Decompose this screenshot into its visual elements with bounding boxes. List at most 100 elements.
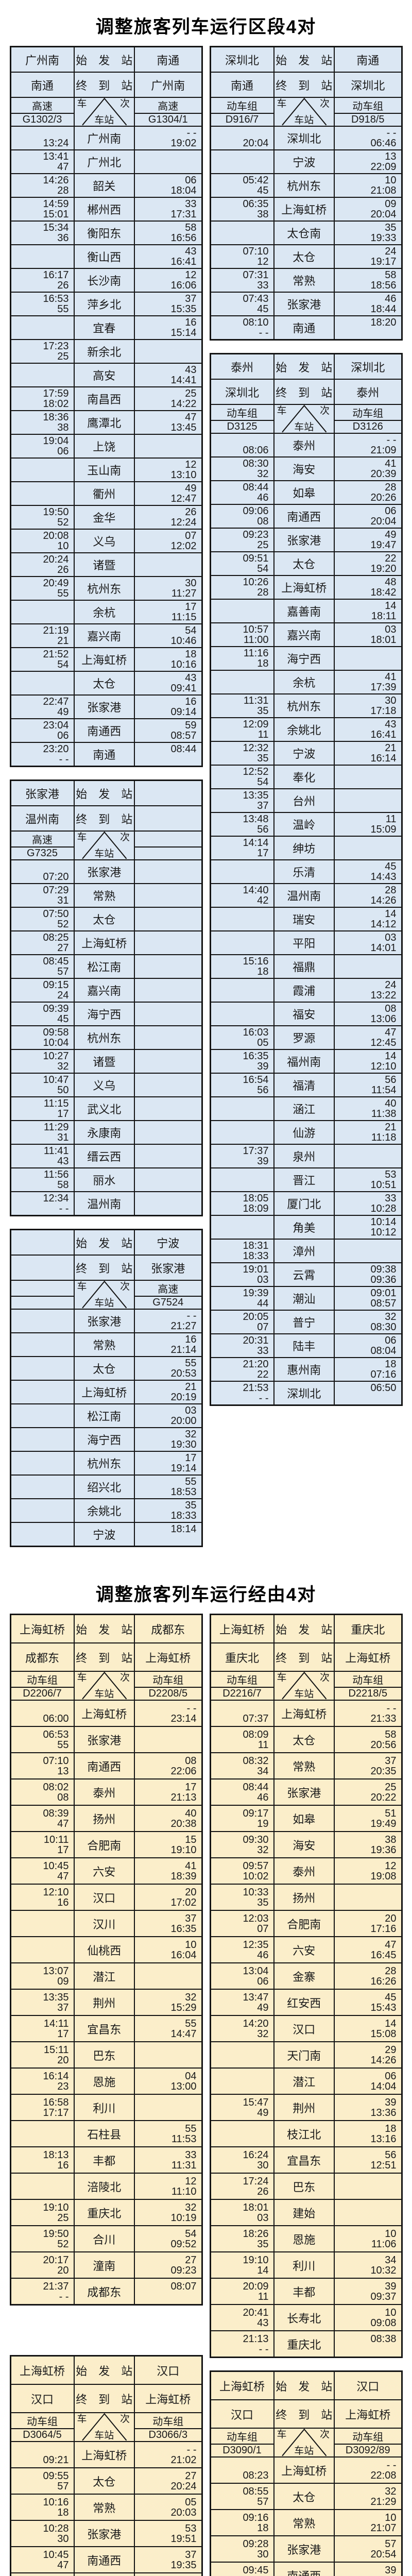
train-char-label: 车 xyxy=(77,832,87,843)
number-char-label: 次 xyxy=(120,1672,130,1683)
time-cell-right: 41 20:39 xyxy=(334,456,402,481)
time-cell-left: 10:57 11:00 xyxy=(210,622,274,647)
diagonal-lines-icon xyxy=(274,1672,334,1700)
station-row: 08:06 泰州 - -21:09 xyxy=(210,433,402,457)
time-cell-right: 28 20:26 xyxy=(334,480,402,505)
terminus-row: 温州南终 到 站 xyxy=(10,805,202,832)
time-cell-right: 58 16:56 xyxy=(134,221,202,245)
station-row: 12:32 35 宁波 21 16:14 xyxy=(210,741,402,766)
train-number-left: D3125 xyxy=(210,420,274,434)
origin-row: 广州南始 发 站南通 xyxy=(10,46,202,73)
time-cell-right: 10 21:07 xyxy=(334,2509,402,2536)
train-type-left: 动车组 xyxy=(210,1671,274,1688)
train-type-left: 高速 xyxy=(10,97,75,114)
station-name: 宁波 xyxy=(73,1522,135,1547)
terminus-right-station: 泰州 xyxy=(334,379,402,405)
station-row: 07:31 33 常熟 58 18:56 xyxy=(210,268,402,293)
station-row: 08:44 46 张家港 25 20:22 xyxy=(210,1778,402,1806)
station-name: 绅坊 xyxy=(273,836,335,860)
time-cell-left xyxy=(10,363,75,387)
time-cell-left: 20:49 55 xyxy=(10,576,75,601)
train-number-row: D3064/5 D3066/3 xyxy=(10,2428,202,2442)
train-number-left: D916/7 xyxy=(210,113,274,127)
station-name: 涵江 xyxy=(273,1096,335,1121)
number-char-label: 次 xyxy=(120,98,130,109)
time-cell-left: 18:31 18:33 xyxy=(210,1239,274,1263)
time-cell-right xyxy=(334,2173,402,2200)
station-name: 如皋 xyxy=(273,1805,335,1832)
station-name: 荆州 xyxy=(273,2094,335,2121)
timetable-grid-G7325: 张家港始 发 站 温州南终 到 站 高速车次车站 G7325 07:20 张家港 … xyxy=(9,779,203,1216)
time-cell-left xyxy=(210,2041,274,2069)
time-cell-right: 14 14:12 xyxy=(334,907,402,931)
time-cell-left xyxy=(210,221,274,245)
station-row: 衢州 49 12:47 xyxy=(10,481,202,506)
origin-right-station: 深圳北 xyxy=(334,353,402,380)
origin-left-station: 深圳北 xyxy=(210,46,274,73)
train-char-label: 车 xyxy=(77,1672,87,1683)
station-name: 衡阳东 xyxy=(73,221,135,245)
station-name: 余姚北 xyxy=(73,1498,135,1523)
station-name: 泉州 xyxy=(273,1144,335,1168)
station-name: 松江南 xyxy=(73,1403,135,1428)
station-name: 郴州西 xyxy=(73,197,135,222)
station-row: 余姚北 35 18:33 xyxy=(10,1498,202,1523)
station-row: 07:29 31 常熟 xyxy=(10,883,202,908)
time-cell-left: 07:10 13 xyxy=(10,1752,75,1780)
train-number-left: G7325 xyxy=(10,846,75,860)
time-cell-left: 13:35 37 xyxy=(210,788,274,813)
station-name: 合肥南 xyxy=(73,1831,135,1858)
time-cell-left: 18:05 18:09 xyxy=(210,1191,274,1216)
station-row: 嘉善南 14 18:11 xyxy=(210,599,402,623)
time-cell-left: 08:25 27 xyxy=(10,930,75,955)
time-cell-left: 09:28 30 xyxy=(210,2535,274,2563)
time-cell-left: 20:31 33 xyxy=(210,1333,274,1358)
train-number-right: D3092/89 xyxy=(334,2444,402,2458)
origin-label: 始 发 站 xyxy=(273,2370,335,2400)
station-row: 仙桃西 10 16:04 xyxy=(10,1936,202,1963)
time-cell-right: 33 10:28 xyxy=(334,1191,402,1216)
terminus-left-station: 成都东 xyxy=(10,1642,75,1672)
station-label: 车站 xyxy=(94,1298,114,1309)
station-row: 12:34- - 温州南 xyxy=(10,1191,202,1216)
train-number-row: D3125 D3126 xyxy=(210,420,402,434)
station-row: 15:16 18 福鼎 xyxy=(210,954,402,979)
time-cell-right: 09 20:04 xyxy=(334,197,402,222)
station-name: 广州南 xyxy=(73,126,135,150)
train-no-station-diagonal-cell: 车 次车站 xyxy=(273,404,335,434)
section2-tables: 上海虹桥始 发 站成都东 成都东终 到 站上海虹桥 动车组车次车站 动车组 D2206/… xyxy=(0,1614,412,2576)
time-cell-left: 07:10 12 xyxy=(210,244,274,269)
time-cell-left: 08:44 46 xyxy=(210,1778,274,1806)
time-cell-left xyxy=(210,978,274,1003)
time-cell-right xyxy=(334,2199,402,2226)
train-type-row: 动车组车次车站 动车组 xyxy=(210,97,402,127)
station-name: 荆州 xyxy=(73,1989,135,2016)
train-char-label: 车 xyxy=(77,2414,87,2425)
time-cell-right: 48 18:42 xyxy=(334,575,402,600)
time-cell-left: 08:44 46 xyxy=(210,480,274,505)
time-cell-right: 56 11:54 xyxy=(334,1073,402,1097)
station-name: 六安 xyxy=(273,1936,335,1963)
time-cell-right: 27 09:23 xyxy=(134,2251,202,2279)
time-cell-right xyxy=(334,954,402,979)
station-row: 16:17 26 长沙南 12 16:06 xyxy=(10,268,202,293)
station-row: 11:29 31 永康南 xyxy=(10,1120,202,1145)
station-row: 16:35 39 福州南 14 12:10 xyxy=(210,1049,402,1074)
station-name: 潮汕 xyxy=(273,1286,335,1311)
time-cell-left xyxy=(210,670,274,694)
station-row: 08:32 34 常熟 37 20:35 xyxy=(210,1752,402,1780)
train-number-right xyxy=(134,846,202,860)
terminus-right-station: 深圳北 xyxy=(334,72,402,98)
station-row: 杭州东 17 19:14 xyxy=(10,1451,202,1476)
time-cell-right: 16 09:14 xyxy=(134,694,202,719)
timetable-grid-G7524: 始 发 站宁波 终 到 站张家港 车次车站 高速 G7524 张家港 - -21:2… xyxy=(9,1229,203,1547)
station-row: 09:39 45 海宁西 xyxy=(10,1002,202,1026)
station-name: 上海虹桥 xyxy=(73,930,135,955)
station-name: 扬州 xyxy=(273,1884,335,1911)
train-type-right: 动车组 xyxy=(334,404,402,421)
time-cell-left: 11:31 35 xyxy=(210,693,274,718)
station-row: 15:34 36 衡阳东 58 16:56 xyxy=(10,221,202,245)
train-char-label: 车 xyxy=(77,1281,87,1292)
time-cell-left: 10:33 35 xyxy=(210,1884,274,1911)
timetable-D3090-1: 上海虹桥始 发 站汉口 汉口终 到 站上海虹桥 动车组车次车站 动车组 D3090/1 D… xyxy=(209,2370,403,2576)
